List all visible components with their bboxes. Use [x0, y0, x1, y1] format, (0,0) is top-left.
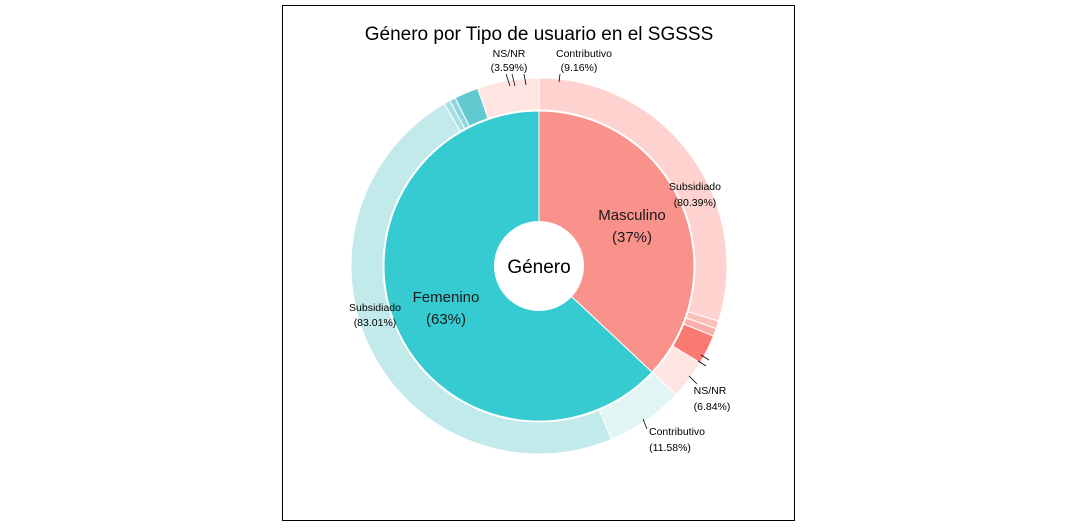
center-hole: [494, 221, 584, 311]
label-nsnr-masc-pct: (6.84%): [694, 401, 731, 413]
outer-slice-femenino-contributivo: [477, 77, 540, 120]
chart-frame: Género por Tipo de usuario en el SGSSS G…: [282, 5, 795, 521]
label-contrib-fem-pct: (9.16%): [561, 62, 598, 74]
label-contrib-masc: Contributivo: [649, 426, 705, 438]
label-nsnr-fem-pct: (3.59%): [491, 62, 528, 74]
masculino-label: Masculino: [598, 207, 666, 224]
outer-slice-femenino-subsidiado: [350, 102, 613, 455]
inner-slice-masculino: [538, 110, 695, 373]
center-label: Género: [507, 257, 570, 278]
label-subs-masc: Subsidiado: [669, 181, 721, 193]
leader-line: [558, 73, 561, 83]
leader-lines: [505, 73, 710, 430]
femenino-percent: (63%): [426, 311, 466, 328]
label-contrib-fem: Contributivo: [556, 48, 612, 60]
outer-ring: [350, 77, 728, 455]
femenino-label: Femenino: [413, 289, 480, 306]
leader-line: [642, 418, 648, 430]
leader-line: [700, 354, 710, 361]
label-nsnr-masc: NS/NR: [694, 385, 727, 397]
leader-line: [688, 375, 698, 385]
label-nsnr-fem: NS/NR: [493, 48, 526, 60]
label-subs-masc-pct: (80.39%): [674, 197, 717, 209]
label-subs-fem: Subsidiado: [349, 302, 401, 314]
masculino-percent: (37%): [612, 229, 652, 246]
label-subs-fem-pct: (83.01%): [354, 317, 397, 329]
leader-line: [511, 73, 516, 87]
label-contrib-masc-pct: (11.58%): [649, 442, 691, 454]
leader-line: [523, 73, 527, 86]
leader-line: [697, 360, 707, 367]
chart-title: Género por Tipo de usuario en el SGSSS: [365, 24, 714, 45]
sunburst-chart: Género por Tipo de usuario en el SGSSS G…: [349, 24, 731, 455]
leader-line: [505, 73, 511, 87]
